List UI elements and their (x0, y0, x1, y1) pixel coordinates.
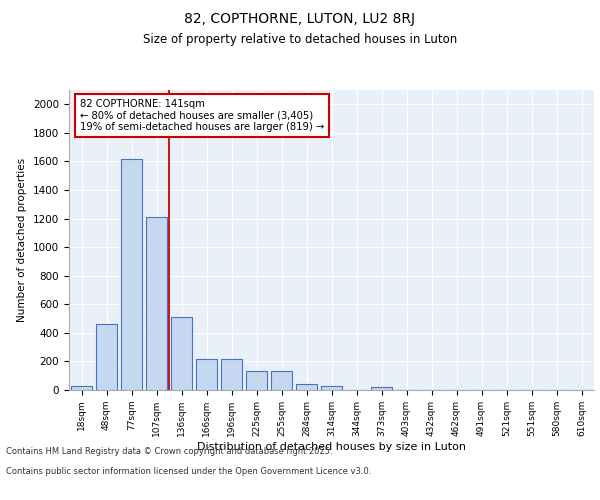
Bar (171, 317, 192, 390)
Bar (371, 387, 392, 390)
Bar (96, 324, 117, 390)
Text: 82, COPTHORNE, LUTON, LU2 8RJ: 82, COPTHORNE, LUTON, LU2 8RJ (185, 12, 415, 26)
Bar (146, 217, 167, 390)
Text: 82 COPTHORNE: 141sqm
← 80% of detached houses are smaller (3,405)
19% of semi-de: 82 COPTHORNE: 141sqm ← 80% of detached h… (79, 99, 324, 132)
Bar (321, 386, 342, 390)
Bar (271, 372, 292, 390)
Bar (246, 372, 267, 390)
Text: Contains HM Land Registry data © Crown copyright and database right 2025.: Contains HM Land Registry data © Crown c… (6, 448, 332, 456)
Bar (71, 386, 92, 390)
Bar (121, 158, 142, 390)
Bar (296, 384, 317, 390)
X-axis label: Distribution of detached houses by size in Luton: Distribution of detached houses by size … (197, 442, 466, 452)
Y-axis label: Number of detached properties: Number of detached properties (17, 158, 28, 322)
Bar (196, 360, 217, 390)
Text: Size of property relative to detached houses in Luton: Size of property relative to detached ho… (143, 32, 457, 46)
Text: Contains public sector information licensed under the Open Government Licence v3: Contains public sector information licen… (6, 468, 371, 476)
Bar (221, 360, 242, 390)
